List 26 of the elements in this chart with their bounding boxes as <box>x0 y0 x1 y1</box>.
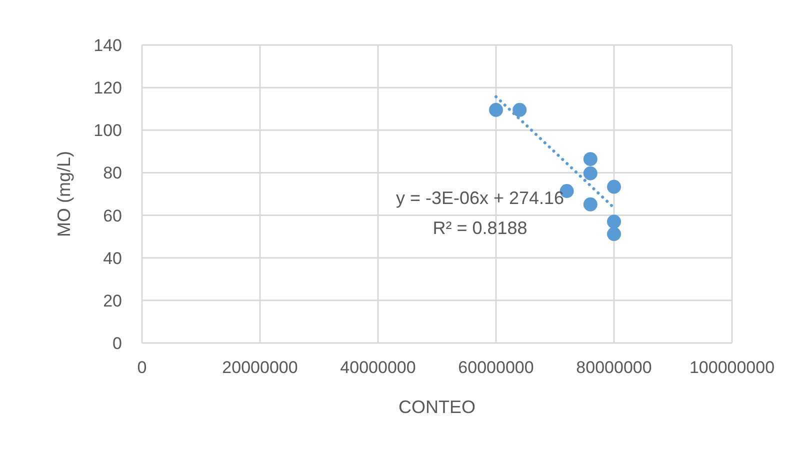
point <box>607 214 621 229</box>
y-tick-label: 80 <box>103 164 122 183</box>
y-tick-label: 60 <box>103 206 122 226</box>
point <box>583 152 598 166</box>
point <box>607 227 621 242</box>
x-tick-label: 60000000 <box>458 358 534 377</box>
point <box>583 197 598 212</box>
y-tick-label: 40 <box>103 248 122 268</box>
x-tick-label: 20000000 <box>222 358 298 377</box>
y-tick-label: 140 <box>94 36 122 55</box>
y-tick-label: 0 <box>112 334 122 353</box>
y-tick-label: 20 <box>103 291 122 310</box>
y-axis-title: MO (mg/L) <box>54 150 74 238</box>
x-tick-label: 100000000 <box>689 358 775 377</box>
annotation: y = -3E-06x + 274.16 <box>396 188 564 208</box>
x-tick-label: 0 <box>137 358 147 377</box>
x-tick-label: 80000000 <box>576 358 652 377</box>
y-tick-label: 120 <box>94 78 122 98</box>
point <box>583 166 598 180</box>
y-tick-label: 100 <box>94 121 122 140</box>
annotation: R² = 0.8188 <box>432 218 528 238</box>
point <box>512 102 527 117</box>
point <box>489 102 503 117</box>
x-tick-label: 40000000 <box>340 358 416 377</box>
point <box>607 180 621 194</box>
x-axis-title: CONTEO <box>398 397 476 417</box>
